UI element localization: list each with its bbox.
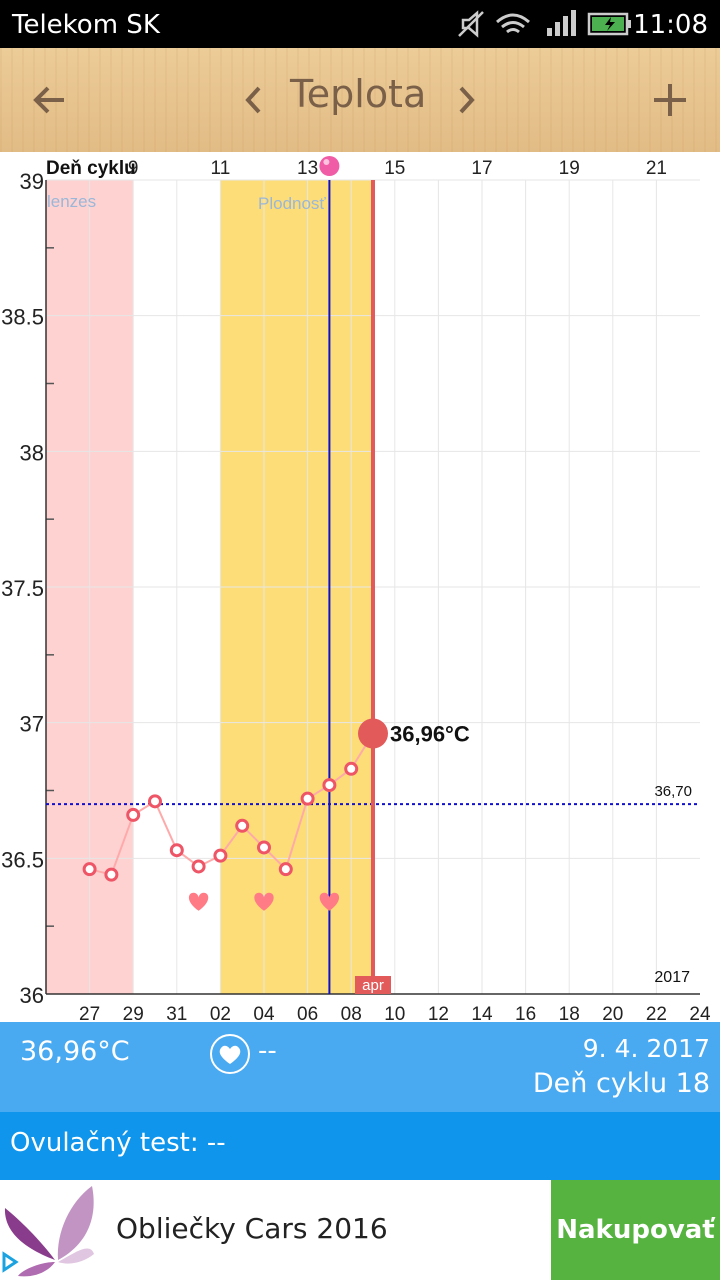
selected-data-point <box>358 718 388 749</box>
data-point <box>82 862 97 877</box>
intercourse-heart-icon <box>254 892 274 911</box>
wifi-icon <box>496 13 530 34</box>
status-bar: Telekom SK 11:08 <box>0 0 720 48</box>
ad-banner[interactable]: Obliečky Cars 2016 Nakupovať <box>0 1180 720 1280</box>
data-point <box>235 818 250 833</box>
selected-date: 9. 4. 2017 <box>582 1034 710 1063</box>
butterfly-logo-icon <box>2 1186 94 1277</box>
buy-button[interactable]: Nakupovať <box>551 1180 720 1280</box>
x-tick-label: 12 <box>428 1004 449 1022</box>
ovulation-test-row[interactable]: Ovulačný test: -- <box>0 1112 720 1180</box>
year-label: 2017 <box>654 969 690 986</box>
data-point <box>213 848 228 863</box>
page-title: Teplota <box>290 72 427 116</box>
x-tick-label: 22 <box>646 1004 667 1022</box>
x-tick-label: 31 <box>166 1004 187 1022</box>
selected-point-label: 36,96°C <box>390 722 470 747</box>
data-point <box>322 778 337 793</box>
temperature-chart[interactable]: 39 38.5 38 37.5 37 36.5 36 Deň cyklu 9 11 13 15 17 19… <box>0 152 720 1025</box>
coverline-label: 36,70 <box>654 783 692 800</box>
cycle-day-tick: 21 <box>646 158 667 179</box>
y-tick-label: 36.5 <box>1 847 44 872</box>
chevron-right-icon[interactable] <box>456 82 478 118</box>
x-tick-label: 04 <box>253 1004 275 1022</box>
clock: 11:08 <box>633 10 708 40</box>
signal-icon <box>547 10 576 36</box>
today-label: apr <box>362 977 384 994</box>
info-panel: 36,96°C -- 9. 4. 2017 Deň cyklu 18 <box>0 1022 720 1112</box>
x-tick-label: 06 <box>297 1004 318 1022</box>
arrow-left-icon[interactable] <box>30 80 70 120</box>
x-tick-label: 14 <box>471 1004 493 1022</box>
mute-icon <box>458 10 484 38</box>
cycle-day-tick: 11 <box>211 158 231 179</box>
data-point <box>169 843 184 858</box>
cycle-day-tick: 13 <box>297 158 318 179</box>
cycle-day-tick: 17 <box>471 158 492 179</box>
x-tick-label: 20 <box>602 1004 623 1022</box>
chevron-left-icon[interactable] <box>242 82 264 118</box>
plus-icon[interactable] <box>650 80 690 120</box>
cycle-day-tick: 19 <box>559 158 580 179</box>
toolbar: Teplota <box>0 48 720 152</box>
data-point <box>126 807 141 822</box>
fertile-label: Plodnosť <box>258 194 326 213</box>
x-tick-label: 10 <box>384 1004 405 1022</box>
intercourse-heart-icon <box>188 892 209 911</box>
battery-icon <box>587 12 631 36</box>
y-tick-label: 36 <box>20 983 44 1008</box>
x-tick-label: 24 <box>689 1004 711 1022</box>
data-point <box>300 791 315 806</box>
selected-temperature: 36,96°C <box>20 1036 130 1067</box>
cycle-day-tick: 15 <box>384 158 405 179</box>
intercourse-value: -- <box>258 1036 277 1066</box>
ovulation-test-label: Ovulačný test: -- <box>10 1128 226 1158</box>
y-tick-label: 37.5 <box>1 576 44 601</box>
cycle-day-axis-label: Deň cyklu <box>46 158 136 179</box>
carrier-name: Telekom SK <box>12 10 160 40</box>
ovulation-marker-icon <box>319 156 340 176</box>
today-label-bg <box>355 976 391 994</box>
data-point <box>104 867 119 882</box>
cycle-day-tick: 9 <box>128 158 139 179</box>
data-point <box>148 794 162 809</box>
data-point <box>344 761 359 776</box>
menses-label: lenzes <box>47 192 96 211</box>
cycle-day: Deň cyklu 18 <box>532 1068 710 1099</box>
ad-text: Obliečky Cars 2016 <box>116 1212 388 1245</box>
y-tick-label: 37 <box>20 712 44 737</box>
y-tick-label: 39 <box>20 169 44 194</box>
x-tick-label: 18 <box>559 1004 580 1022</box>
x-tick-label: 08 <box>341 1004 362 1022</box>
data-point <box>191 859 206 874</box>
y-tick-label: 38.5 <box>1 305 44 330</box>
x-tick-label: 27 <box>79 1004 100 1022</box>
heart-icon[interactable] <box>210 1034 250 1074</box>
ovulation-marker-highlight <box>323 159 330 165</box>
x-tick-label: 16 <box>515 1004 536 1022</box>
x-tick-label: 02 <box>210 1004 231 1022</box>
data-point <box>257 840 271 855</box>
status-icons <box>458 10 631 38</box>
x-tick-label: 29 <box>123 1004 144 1022</box>
y-tick-label: 38 <box>20 440 44 465</box>
intercourse-heart-icon <box>319 892 340 911</box>
data-point <box>278 862 293 877</box>
